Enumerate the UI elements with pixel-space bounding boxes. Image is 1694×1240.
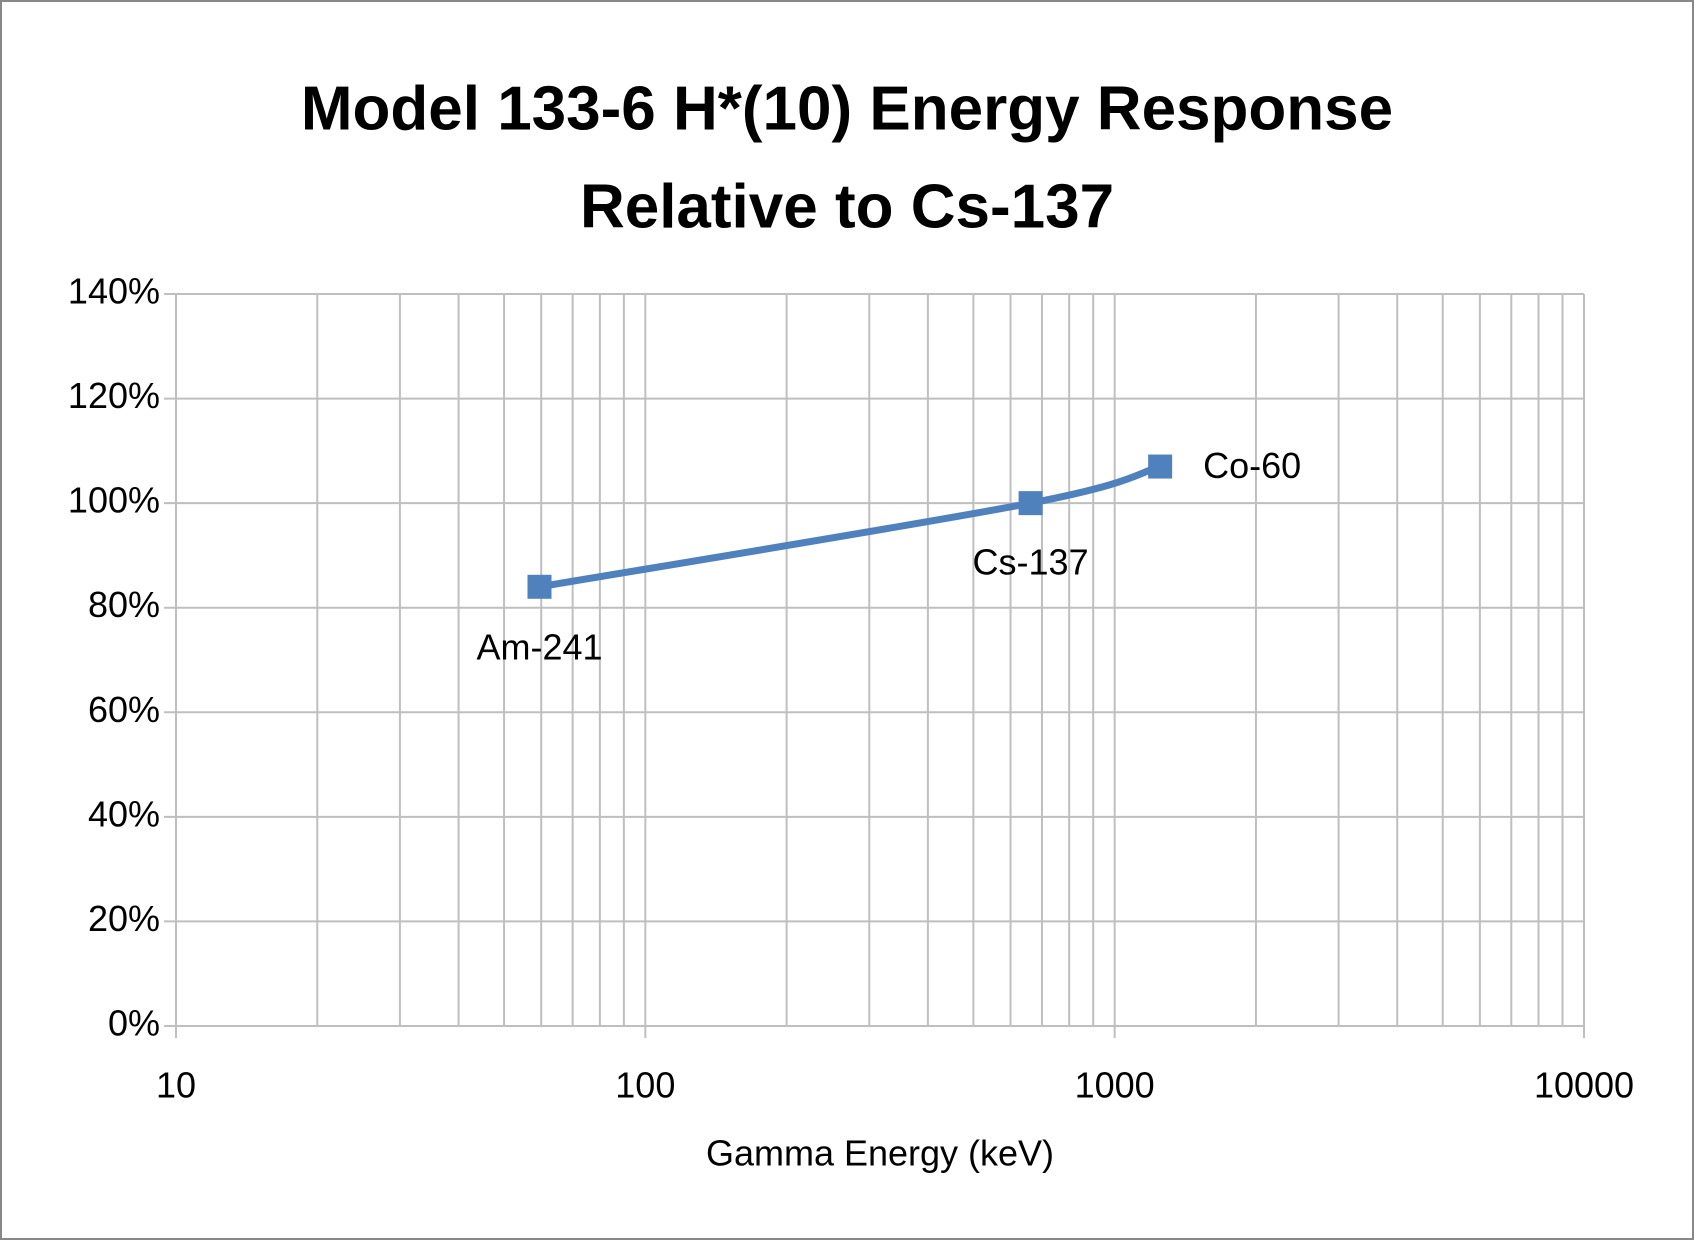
data-label: Am-241 [476, 626, 602, 667]
x-tick-label: 100 [615, 1065, 675, 1106]
y-tick-label: 40% [88, 793, 160, 834]
y-tick-label: 140% [68, 271, 160, 312]
x-axis-title: Gamma Energy (keV) [706, 1133, 1054, 1174]
y-tick-label: 20% [88, 898, 160, 939]
y-tick-label: 80% [88, 584, 160, 625]
chart-title: Relative to Cs-137 [580, 172, 1114, 241]
marker [1148, 454, 1173, 479]
y-tick-label: 100% [68, 480, 160, 521]
y-tick-label: 120% [68, 375, 160, 416]
marker [527, 574, 552, 599]
chart-title: Model 133-6 H*(10) Energy Response [301, 74, 1393, 143]
x-tick-label: 1000 [1075, 1065, 1155, 1106]
y-tick-label: 60% [88, 689, 160, 730]
marker [1018, 491, 1043, 516]
series-line [538, 463, 1162, 591]
x-tick-label: 10 [156, 1065, 196, 1106]
y-tick-label: 0% [108, 1003, 160, 1044]
data-label: Cs-137 [973, 542, 1089, 583]
data-label: Co-60 [1203, 445, 1301, 486]
x-tick-label: 10000 [1534, 1065, 1634, 1106]
